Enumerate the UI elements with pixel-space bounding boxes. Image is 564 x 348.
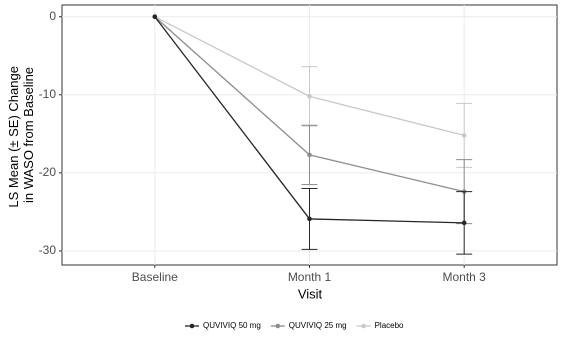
x-tick-label: Month 3 bbox=[443, 270, 487, 284]
y-axis-title-line: in WASO from Baseline bbox=[21, 67, 36, 203]
y-tick-label: -10 bbox=[39, 87, 57, 101]
y-axis-title: LS Mean (± SE) Change in WASO from Basel… bbox=[6, 62, 36, 207]
point bbox=[152, 14, 158, 20]
legend-key-point bbox=[189, 323, 195, 329]
point bbox=[461, 133, 467, 138]
legend-label: QUVIVIQ 25 mg bbox=[289, 321, 347, 330]
y-axis-title-line: LS Mean (± SE) Change bbox=[6, 66, 21, 208]
x-axis-title: Visit bbox=[298, 286, 323, 301]
legend-key-point bbox=[275, 323, 281, 329]
legend-key-point bbox=[361, 323, 366, 329]
y-tick-label: 0 bbox=[49, 9, 56, 23]
point bbox=[461, 220, 467, 226]
legend: QUVIVIQ 50 mg QUVIVIQ 25 mg Placebo bbox=[185, 321, 404, 330]
point bbox=[307, 94, 312, 99]
point bbox=[307, 216, 312, 222]
y-tick-label: -20 bbox=[39, 165, 57, 179]
legend-label: QUVIVIQ 50 mg bbox=[203, 321, 261, 330]
x-tick-label: Baseline bbox=[132, 270, 178, 284]
point bbox=[307, 152, 312, 158]
plot-layer: 0 -10 -20 -30 Baseline Month 1 Month 3 QUVIVIQ … bbox=[39, 5, 557, 330]
x-tick-label: Month 1 bbox=[288, 270, 332, 284]
y-tick-label: -30 bbox=[39, 243, 57, 257]
legend-label: Placebo bbox=[375, 321, 404, 330]
